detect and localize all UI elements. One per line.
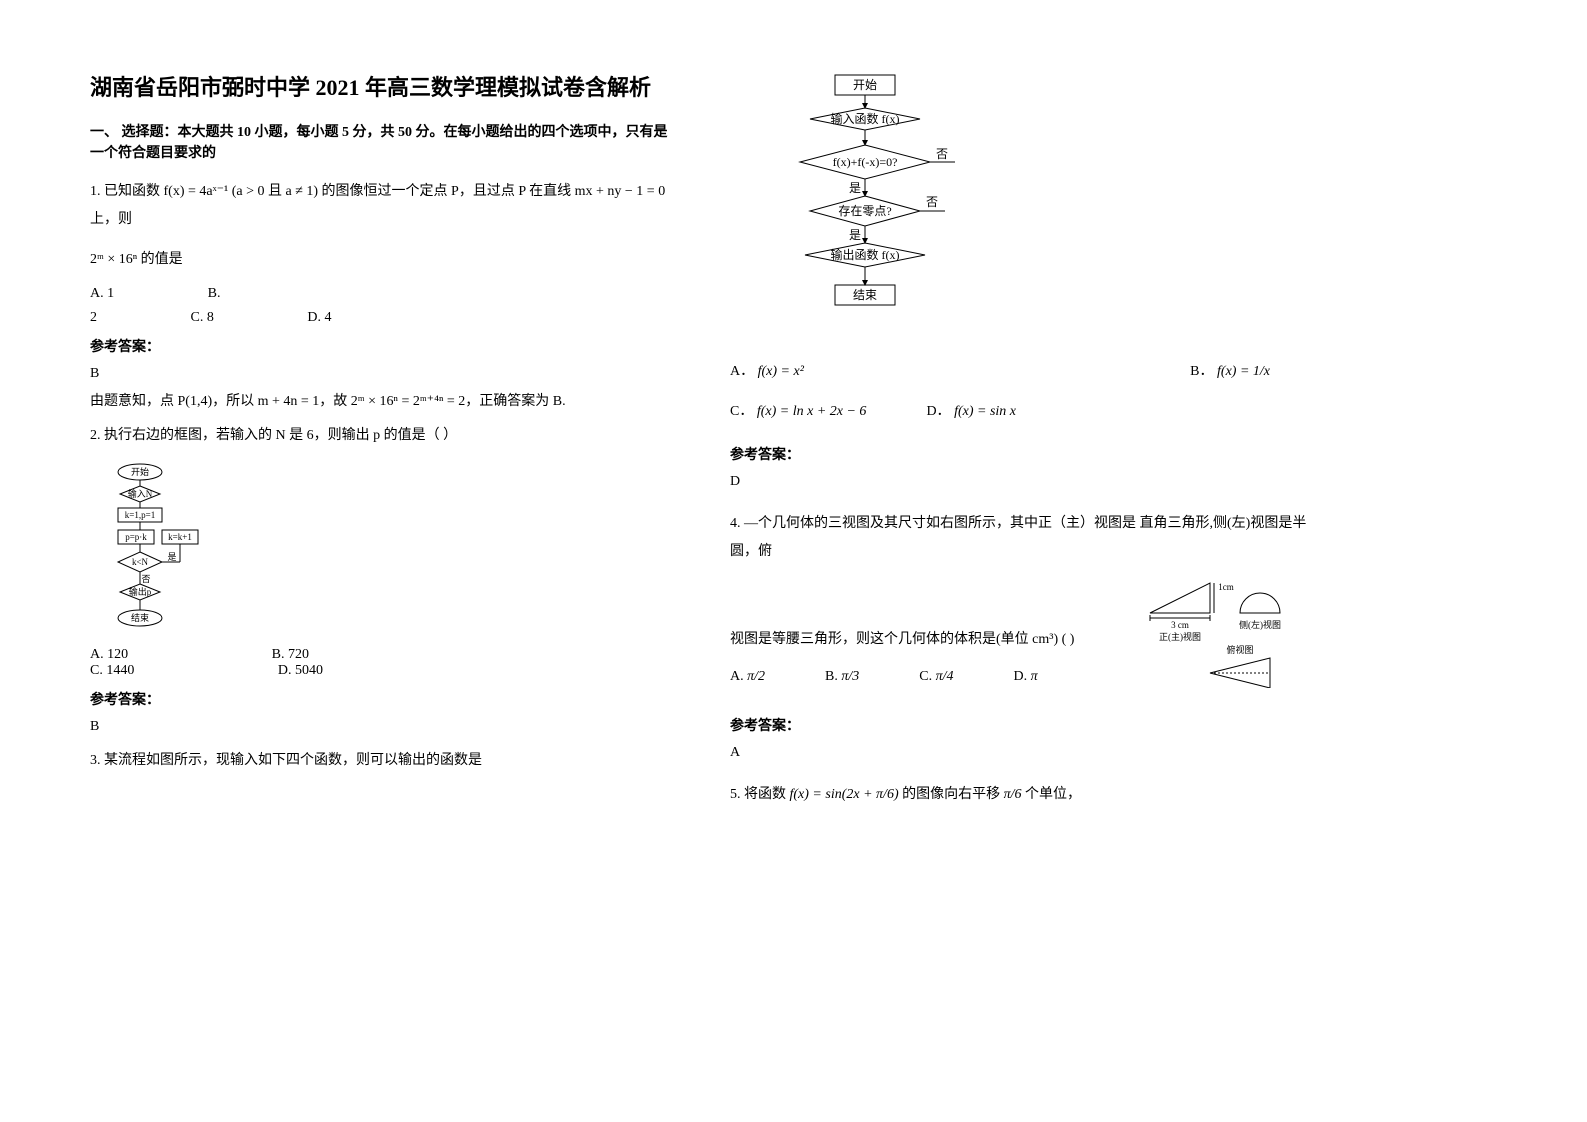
q2-answer: B — [90, 719, 670, 735]
fc-end: 结束 — [853, 288, 877, 302]
three-view-svg: 3 cm 正(主)视图 1cm 侧(左)视图 俯视图 — [1140, 578, 1310, 688]
q3-opt-c-label: C． — [730, 404, 753, 419]
fc-no2: 否 — [926, 195, 938, 209]
view-dim-1cm: 1cm — [1218, 582, 1234, 592]
q3-flowchart: 开始 输入函数 f(x) f(x)+f(-x)=0? 否 是 存在零点? 否 是 — [770, 70, 1310, 330]
sfc-p: p=p·k — [125, 532, 147, 542]
fc-yes2: 是 — [849, 228, 861, 242]
sfc-start: 开始 — [131, 466, 149, 477]
sfc-cond: k<N — [132, 557, 149, 567]
sfc-no: 否 — [141, 574, 150, 584]
q5-math1: f(x) = sin(2x + π/6) — [790, 787, 899, 802]
section-heading: 一、 选择题：本大题共 10 小题，每小题 5 分，共 50 分。在每小题给出的… — [90, 122, 670, 164]
view-top-label: 俯视图 — [1226, 644, 1253, 655]
q3-opt-d-label: D． — [926, 404, 950, 419]
view-front-label: 正(主)视图 — [1159, 631, 1201, 642]
q4-opt-b-math: π/3 — [841, 669, 859, 684]
doc-title: 湖南省岳阳市弼时中学 2021 年高三数学理模拟试卷含解析 — [90, 70, 670, 102]
question-1: 1. 已知函数 f(x) = 4aˣ⁻¹ (a > 0 且 a ≠ 1) 的图像… — [90, 178, 670, 234]
answer-label: 参考答案： — [90, 336, 670, 356]
fc-start: 开始 — [853, 78, 877, 92]
q4-opt-d-label: D. — [1014, 669, 1028, 684]
q2-opt-d: D. 5040 — [278, 663, 323, 679]
sfc-k: k=k+1 — [168, 532, 192, 542]
q3-answer: D — [730, 474, 1310, 490]
q1-opt-b: B. — [208, 286, 221, 302]
q5-text2: 的图像向右平移 — [902, 787, 1000, 802]
sfc-end: 结束 — [131, 612, 149, 623]
answer-label-2: 参考答案： — [90, 689, 670, 709]
q4-opt-d-math: π — [1031, 669, 1038, 684]
q4-opt-a-label: A. — [730, 669, 744, 684]
q4-opt-a-math: π/2 — [747, 669, 765, 684]
question-2: 2. 执行右边的框图，若输入的 N 是 6，则输出 p 的值是（ ） — [90, 422, 670, 450]
sfc-yes: 是 — [167, 552, 176, 562]
q3-options-row1: A． f(x) = x² B． f(x) = 1/x — [730, 360, 1310, 380]
three-view-figure: 3 cm 正(主)视图 1cm 侧(左)视图 俯视图 — [1140, 578, 1310, 688]
question-5: 5. 将函数 f(x) = sin(2x + π/6) 的图像向右平移 π/6 … — [730, 781, 1310, 809]
q4-opt-b-label: B. — [825, 669, 838, 684]
q4-opt-c-math: π/4 — [936, 669, 954, 684]
answer-label-3: 参考答案： — [730, 444, 1310, 464]
q1-answer: B — [90, 366, 670, 382]
q3-opt-b-math: f(x) = 1/x — [1217, 364, 1270, 379]
q2-options-2: C. 1440 D. 5040 — [90, 663, 670, 679]
fc-cond2: 存在零点? — [838, 204, 891, 218]
q1-opt-d: D. 4 — [307, 310, 331, 326]
q1-line2: 2ᵐ × 16ⁿ 的值是 — [90, 246, 670, 274]
q3-opt-b-label: B． — [1190, 364, 1213, 379]
q1-row2-2: 2 — [90, 310, 97, 326]
sfc-init: k=1,p=1 — [125, 510, 155, 520]
q5-text1: 5. 将函数 — [730, 787, 786, 802]
q1-options: A. 1 B. — [90, 286, 670, 302]
q3-opt-a-label: A． — [730, 364, 754, 379]
q4-answer: A — [730, 745, 1310, 761]
left-column: 湖南省岳阳市弼时中学 2021 年高三数学理模拟试卷含解析 一、 选择题：本大题… — [90, 70, 670, 821]
q3-opt-a-math: f(x) = x² — [758, 364, 804, 379]
q2-options: A. 120 B. 720 — [90, 647, 670, 663]
view-dim-3cm: 3 cm — [1171, 620, 1189, 630]
sfc-out: 输出p — [129, 586, 152, 597]
answer-label-4: 参考答案： — [730, 715, 1310, 735]
q3-opt-d-math: f(x) = sin x — [954, 404, 1016, 419]
q3-opt-c-math: f(x) = ln x + 2x − 6 — [757, 404, 867, 419]
q2-flowchart: 开始 输入N k=1,p=1 p=p·k k=k+1 k<N 是 — [100, 462, 670, 637]
fc-output: 输出函数 f(x) — [831, 247, 900, 262]
q1-explanation: 由题意知，点 P(1,4)，所以 m + 4n = 1，故 2ᵐ × 16ⁿ =… — [90, 390, 670, 410]
q1-opt-a: A. 1 — [90, 286, 114, 302]
fc-no1: 否 — [936, 147, 948, 161]
flowchart-svg-small: 开始 输入N k=1,p=1 p=p·k k=k+1 k<N 是 — [100, 462, 230, 637]
q4-options: A. π/2 B. π/3 C. π/4 D. π — [730, 669, 1120, 685]
q1-opt-c: C. 8 — [191, 310, 214, 326]
q1-text: 1. 已知函数 f(x) = 4aˣ⁻¹ (a > 0 且 a ≠ 1) 的图像… — [90, 184, 665, 227]
question-4: 4. —个几何体的三视图及其尺寸如右图所示，其中正（主）视图是 直角三角形,侧(… — [730, 510, 1310, 566]
fc-input: 输入函数 f(x) — [831, 111, 900, 126]
fc-cond1: f(x)+f(-x)=0? — [833, 155, 898, 169]
q1-options-2: 2 C. 8 D. 4 — [90, 310, 670, 326]
q2-opt-b: B. 720 — [272, 647, 309, 663]
right-column: 开始 输入函数 f(x) f(x)+f(-x)=0? 否 是 存在零点? 否 是 — [730, 70, 1310, 821]
view-side-label: 侧(左)视图 — [1239, 619, 1281, 630]
question-3: 3. 某流程如图所示，现输入如下四个函数，则可以输出的函数是 — [90, 747, 670, 775]
q4-opt-c-label: C. — [919, 669, 932, 684]
q3-options-row2: C． f(x) = ln x + 2x − 6 D． f(x) = sin x — [730, 400, 1310, 420]
sfc-input: 输入N — [128, 488, 153, 499]
q2-opt-a: A. 120 — [90, 647, 128, 663]
q5-text3: 个单位， — [1025, 787, 1081, 802]
fc-yes1: 是 — [849, 181, 861, 195]
flowchart-svg-large: 开始 输入函数 f(x) f(x)+f(-x)=0? 否 是 存在零点? 否 是 — [770, 70, 990, 330]
q2-opt-c: C. 1440 — [90, 663, 134, 679]
q5-math2: π/6 — [1004, 787, 1022, 802]
